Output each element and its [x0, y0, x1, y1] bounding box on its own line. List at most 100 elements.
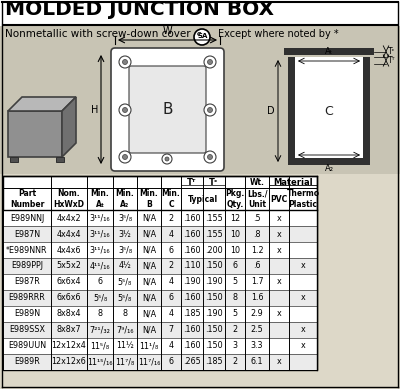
Bar: [3, 210, 317, 226]
Text: .160: .160: [183, 245, 201, 254]
Text: 5: 5: [232, 277, 238, 287]
Text: 5x5x2: 5x5x2: [56, 261, 82, 270]
Bar: [3, 176, 317, 370]
Text: .5: .5: [253, 214, 261, 223]
Text: 11½: 11½: [116, 342, 134, 350]
Text: Min.
C: Min. C: [162, 189, 180, 209]
Text: x: x: [277, 357, 281, 366]
Text: N/A: N/A: [142, 277, 156, 287]
Circle shape: [208, 107, 212, 112]
Text: .8: .8: [253, 230, 261, 238]
Text: 11¹/₈: 11¹/₈: [139, 342, 159, 350]
Text: Aₜ: Aₜ: [325, 47, 333, 56]
Bar: [8, 111, 62, 157]
Circle shape: [208, 154, 212, 159]
Text: .155: .155: [205, 214, 223, 223]
Text: 5⁵/₈: 5⁵/₈: [93, 293, 107, 303]
Text: 8x8x4: 8x8x4: [57, 310, 81, 319]
Text: A₂: A₂: [324, 164, 334, 173]
Text: MOLDED JUNCTION BOX: MOLDED JUNCTION BOX: [5, 0, 274, 19]
Text: Tᶜ: Tᶜ: [388, 47, 395, 56]
Text: 6.1: 6.1: [251, 357, 263, 366]
Text: 7⁹/₁₆: 7⁹/₁₆: [116, 326, 134, 335]
Text: .160: .160: [183, 293, 201, 303]
Text: C: C: [325, 105, 333, 117]
Text: 6: 6: [168, 357, 174, 366]
Circle shape: [122, 60, 128, 65]
Text: 2.5: 2.5: [251, 326, 263, 335]
Text: 7: 7: [168, 326, 174, 335]
Circle shape: [119, 104, 131, 116]
Text: 1.2: 1.2: [251, 245, 263, 254]
Text: x: x: [277, 245, 281, 254]
Bar: [0, 0, 400, 27]
Bar: [295, 57, 363, 158]
Text: N/A: N/A: [142, 230, 156, 238]
Text: .190: .190: [183, 277, 201, 287]
Text: .185: .185: [183, 310, 201, 319]
Text: 5⁵/₈: 5⁵/₈: [118, 277, 132, 287]
Text: 4¹¹/₁₆: 4¹¹/₁₆: [90, 261, 110, 270]
Text: 6: 6: [168, 245, 174, 254]
Text: 8: 8: [122, 310, 128, 319]
Text: 4: 4: [168, 277, 174, 287]
Text: *E989NNR: *E989NNR: [6, 245, 48, 254]
Text: E989R: E989R: [14, 357, 40, 366]
Text: Thermo
Plastic: Thermo Plastic: [286, 189, 320, 209]
Text: x: x: [277, 310, 281, 319]
Text: 2: 2: [168, 261, 174, 270]
Text: Wt.: Wt.: [250, 177, 264, 186]
Text: .150: .150: [205, 326, 223, 335]
Text: 11⁷/₈: 11⁷/₈: [115, 357, 135, 366]
Text: D: D: [267, 106, 275, 116]
Circle shape: [208, 60, 212, 65]
Text: 8x8x7: 8x8x7: [57, 326, 81, 335]
Text: N/A: N/A: [142, 245, 156, 254]
Text: Tᶜ: Tᶜ: [209, 177, 219, 186]
Text: 4x4x4: 4x4x4: [57, 230, 81, 238]
Text: 3⁵/₈: 3⁵/₈: [118, 245, 132, 254]
Text: N/A: N/A: [142, 326, 156, 335]
Text: 6x6x6: 6x6x6: [57, 293, 81, 303]
Text: Tᵀ: Tᵀ: [187, 177, 197, 186]
Text: Part
Number: Part Number: [10, 189, 44, 209]
Circle shape: [204, 151, 216, 163]
Text: 3½: 3½: [119, 230, 131, 238]
Circle shape: [162, 154, 172, 164]
Text: E987R: E987R: [14, 277, 40, 287]
Text: 6: 6: [232, 261, 238, 270]
Circle shape: [204, 104, 216, 116]
Circle shape: [119, 56, 131, 68]
Text: N/A: N/A: [142, 214, 156, 223]
Bar: [3, 322, 317, 338]
Text: Pkg.
Qty.: Pkg. Qty.: [225, 189, 245, 209]
FancyBboxPatch shape: [111, 48, 224, 171]
Text: .160: .160: [183, 230, 201, 238]
Text: 3.3: 3.3: [251, 342, 263, 350]
Text: E987N: E987N: [14, 230, 40, 238]
Text: E989PPJ: E989PPJ: [11, 261, 43, 270]
Text: 12x12x6: 12x12x6: [52, 357, 86, 366]
Text: N/A: N/A: [142, 261, 156, 270]
Circle shape: [194, 29, 210, 45]
Circle shape: [119, 151, 131, 163]
Text: B: B: [162, 102, 173, 117]
Text: .185: .185: [205, 357, 223, 366]
Text: .6: .6: [253, 261, 261, 270]
Text: x: x: [301, 326, 305, 335]
Text: 10: 10: [230, 230, 240, 238]
Text: E989SSX: E989SSX: [9, 326, 45, 335]
Text: 4½: 4½: [119, 261, 131, 270]
Text: 11¹⁵/₁₆: 11¹⁵/₁₆: [87, 357, 113, 366]
Text: x: x: [277, 214, 281, 223]
Text: Lbs./
Unit: Lbs./ Unit: [247, 189, 267, 209]
Circle shape: [204, 56, 216, 68]
Text: PVC: PVC: [270, 194, 288, 203]
Text: E989UUN: E989UUN: [8, 342, 46, 350]
Text: 5⁵/₈: 5⁵/₈: [118, 293, 132, 303]
Text: 2: 2: [232, 326, 238, 335]
Text: Tᵀ: Tᵀ: [388, 56, 396, 65]
Text: .200: .200: [205, 245, 223, 254]
Text: Except where noted by *: Except where noted by *: [218, 29, 339, 39]
Bar: [288, 57, 370, 165]
